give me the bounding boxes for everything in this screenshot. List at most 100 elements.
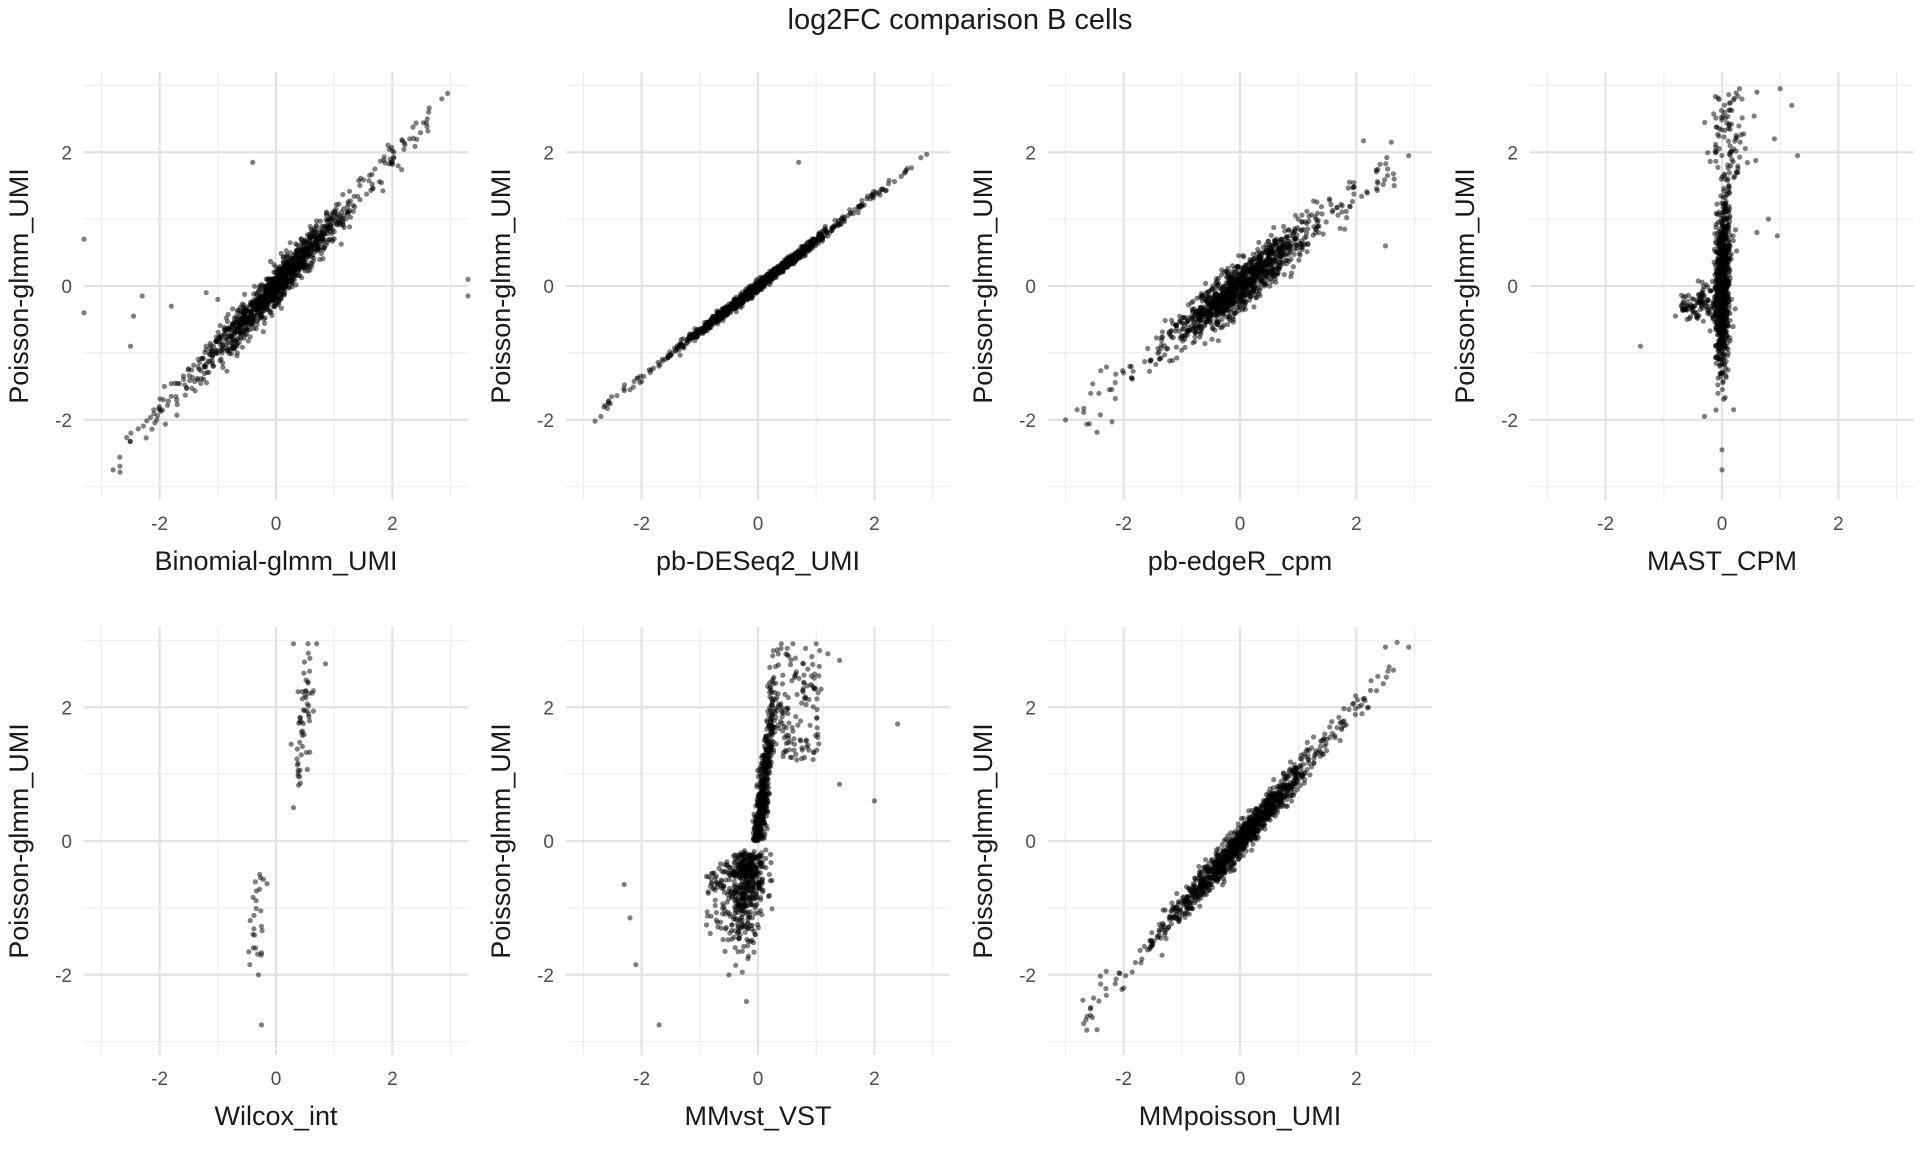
data-point [1304, 249, 1310, 255]
data-point [253, 945, 259, 951]
data-point [1373, 169, 1380, 175]
data-point [257, 871, 263, 878]
data-point [333, 201, 340, 208]
data-point [267, 258, 274, 264]
data-point [1314, 199, 1320, 205]
data-point [1230, 295, 1237, 301]
x-tick-label: -2 [1115, 514, 1132, 535]
data-point [1203, 294, 1209, 300]
data-point [1173, 322, 1180, 328]
data-point [1716, 96, 1722, 102]
data-point [307, 668, 313, 674]
data-point [213, 338, 219, 345]
data-point [1339, 209, 1345, 215]
data-point [1199, 325, 1205, 331]
data-point [299, 696, 305, 702]
data-point [647, 370, 653, 376]
data-point [161, 383, 167, 389]
data-point [1689, 304, 1695, 310]
x-tick-label: 0 [1235, 514, 1246, 535]
data-point [598, 413, 604, 419]
data-point [298, 752, 304, 758]
data-point [845, 213, 851, 219]
data-point [823, 229, 829, 235]
data-point [304, 708, 310, 714]
data-point [1228, 284, 1234, 290]
data-point [1679, 292, 1685, 298]
data-point [1705, 150, 1711, 156]
data-point [728, 307, 734, 313]
data-point [1154, 335, 1160, 341]
data-point [221, 331, 227, 337]
data-point [1730, 238, 1736, 244]
data-point [217, 348, 223, 354]
data-point [284, 253, 290, 259]
data-point [182, 392, 188, 398]
data-point [271, 269, 277, 275]
data-point [198, 355, 205, 361]
data-point [1707, 328, 1713, 334]
data-point [1290, 264, 1296, 270]
data-point [794, 251, 800, 257]
y-axis-title: Poisson-glmm_UMI [486, 168, 516, 404]
data-point [1725, 138, 1731, 144]
data-point [1167, 358, 1173, 364]
data-point [1334, 204, 1340, 210]
data-point [1722, 326, 1728, 332]
data-point [380, 188, 386, 194]
data-point [168, 303, 174, 309]
data-point [1238, 294, 1244, 300]
data-point [305, 650, 311, 656]
data-point [224, 368, 230, 374]
data-point [223, 336, 229, 342]
data-point [191, 362, 197, 368]
data-point [1268, 232, 1274, 238]
data-point [407, 136, 413, 142]
data-point [1717, 331, 1723, 337]
data-point [356, 178, 362, 184]
data-point [1339, 203, 1345, 209]
data-point [314, 218, 320, 224]
data-point [217, 358, 223, 364]
data-point [412, 143, 418, 149]
data-point [337, 215, 344, 221]
data-point [1329, 209, 1335, 215]
data-point [1380, 181, 1386, 187]
data-point [465, 293, 471, 299]
data-point [1229, 263, 1236, 269]
x-tick-label: 0 [753, 514, 764, 535]
data-point [174, 397, 180, 403]
data-point [307, 655, 313, 661]
data-point [369, 181, 375, 187]
data-point [1684, 316, 1690, 322]
data-point [1209, 303, 1215, 309]
data-point [165, 398, 171, 404]
data-point [1725, 165, 1731, 171]
data-point [1226, 313, 1232, 320]
data-point [1184, 328, 1191, 334]
data-point [360, 177, 366, 183]
data-point [1727, 275, 1733, 281]
data-point [883, 187, 889, 193]
data-point [1699, 291, 1705, 297]
data-point [1385, 166, 1391, 172]
data-point [796, 159, 802, 165]
data-point [705, 319, 711, 325]
data-point [309, 261, 315, 267]
data-point [1315, 224, 1321, 230]
y-tick-label: -2 [55, 411, 72, 432]
data-point [1720, 194, 1726, 200]
data-point [1090, 381, 1096, 387]
data-point [1700, 305, 1706, 311]
data-point [1285, 252, 1291, 258]
data-point [296, 265, 302, 272]
data-point [253, 888, 260, 894]
data-point [315, 238, 321, 244]
data-point [293, 272, 300, 278]
data-point [160, 397, 166, 403]
y-tick-label: -2 [537, 411, 554, 432]
data-point [1304, 208, 1310, 214]
data-point [855, 210, 861, 216]
data-point [238, 309, 244, 315]
